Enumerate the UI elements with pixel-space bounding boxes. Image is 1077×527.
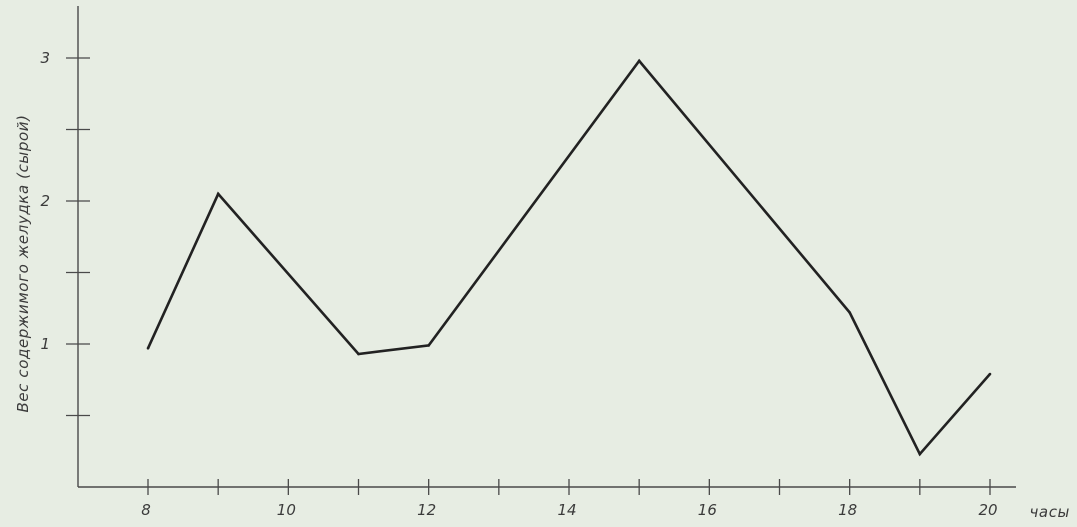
x-tick-label: 16 (698, 501, 717, 519)
data-point (216, 192, 220, 196)
x-tick-label: 8 (141, 501, 151, 519)
x-tick-label: 18 (838, 501, 857, 519)
data-point (637, 59, 641, 63)
y-axis-title: Вес содержимого желудка (сырой) (14, 114, 32, 412)
data-point (988, 372, 992, 376)
data-point (918, 452, 922, 456)
x-axis-title: часы (1029, 503, 1070, 521)
x-tick-label: 14 (557, 501, 576, 519)
data-point (357, 352, 360, 356)
y-tick-label: 2 (40, 192, 50, 210)
data-point (146, 346, 150, 350)
series (146, 58, 992, 457)
data-point (427, 344, 430, 347)
series-line (146, 58, 991, 457)
x-tick-label: 10 (277, 501, 296, 519)
y-tick-label: 3 (40, 49, 50, 67)
ticks (66, 57, 991, 495)
x-tick-label: 12 (417, 501, 436, 519)
x-tick-label: 20 (978, 501, 997, 519)
data-point (848, 311, 851, 314)
y-tick-label: 1 (40, 335, 50, 353)
axes (77, 6, 1016, 488)
